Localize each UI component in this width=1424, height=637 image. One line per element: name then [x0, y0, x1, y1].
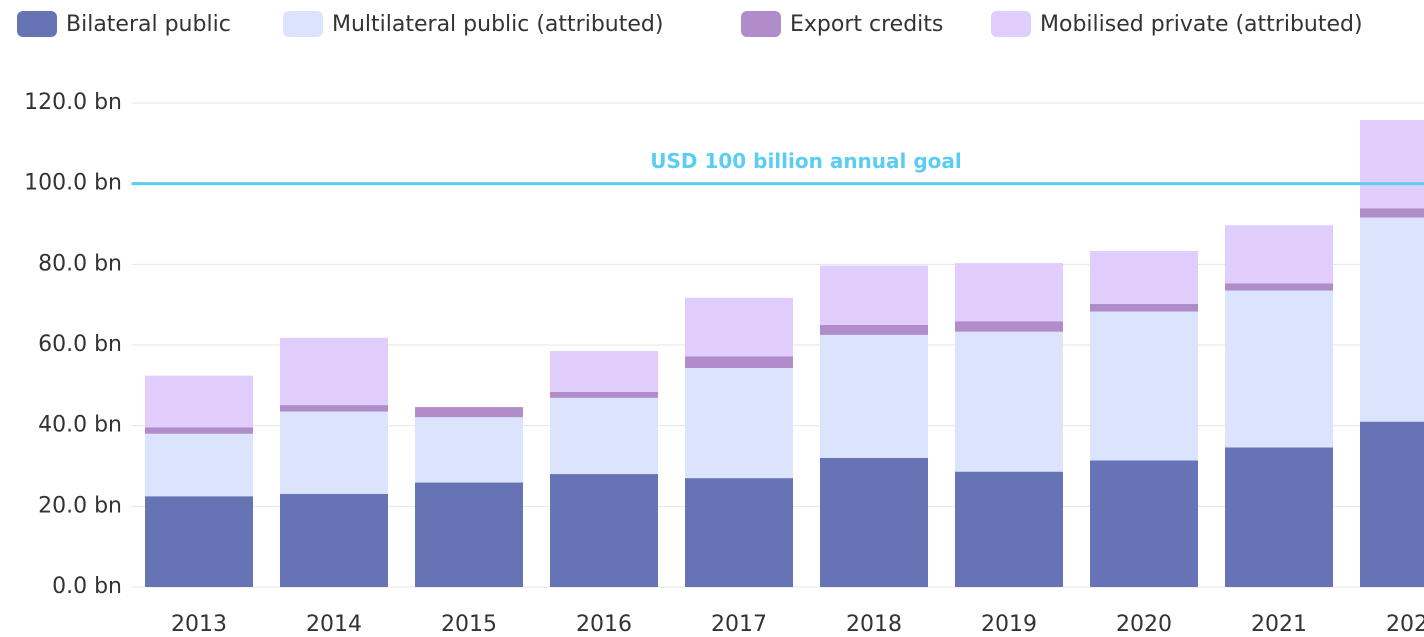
bar-segment [1360, 119, 1424, 209]
bar-segment [1225, 283, 1333, 291]
x-tick-label: 2022 [1386, 612, 1424, 637]
bar-segment [1225, 225, 1333, 284]
bar-segment [1090, 460, 1198, 587]
bar-segment [820, 457, 928, 587]
bar-segment [145, 375, 253, 428]
bar-segment [1225, 447, 1333, 587]
x-tick-label: 2016 [576, 612, 632, 637]
legend-label: Mobilised private (attributed) [1040, 12, 1363, 37]
x-tick-label: 2015 [441, 612, 497, 637]
legend-swatch [991, 11, 1031, 37]
bar-segment [415, 482, 523, 587]
x-tick-label: 2019 [981, 612, 1037, 637]
x-tick-label: 2013 [171, 612, 227, 637]
legend-label: Export credits [790, 12, 943, 37]
bar-segment [550, 391, 658, 398]
bar-segment [955, 471, 1063, 587]
bar-segment [415, 407, 523, 418]
bar-segment [280, 493, 388, 587]
legend-label: Multilateral public (attributed) [332, 12, 663, 37]
x-tick-label: 2017 [711, 612, 767, 637]
bar-segment [415, 417, 523, 483]
bar-segment [955, 331, 1063, 472]
bar-segment [280, 405, 388, 412]
bar-segment [1090, 303, 1198, 312]
bar-segment [820, 334, 928, 458]
bar-segment [1090, 251, 1198, 304]
bar-segment [955, 321, 1063, 332]
y-tick-label: 120.0 bn [24, 90, 122, 115]
bar-segment [1360, 208, 1424, 218]
bar-segment [550, 474, 658, 587]
legend-swatch [741, 11, 781, 37]
x-tick-label: 2014 [306, 612, 362, 637]
x-tick-label: 2018 [846, 612, 902, 637]
legend-swatch [283, 11, 323, 37]
x-tick-label: 2020 [1116, 612, 1172, 637]
bar-segment [1225, 290, 1333, 448]
bar-segment [1360, 217, 1424, 422]
bar-segment [280, 411, 388, 494]
legend-swatch [17, 11, 57, 37]
legend-label: Bilateral public [66, 12, 231, 37]
y-tick-label: 0.0 bn [52, 574, 122, 599]
goal-label: USD 100 billion annual goal [650, 149, 962, 173]
bar-segment [1360, 421, 1424, 587]
bar-segment [820, 265, 928, 325]
y-tick-label: 40.0 bn [38, 413, 122, 438]
bar-segment [685, 297, 793, 357]
bar-segment [145, 496, 253, 587]
bar-segment [820, 324, 928, 335]
x-tick-label: 2021 [1251, 612, 1307, 637]
y-tick-label: 100.0 bn [24, 171, 122, 196]
bar-segment [955, 263, 1063, 322]
bar-segment [685, 478, 793, 587]
bar-segment [280, 337, 388, 406]
bar-segment [550, 397, 658, 475]
y-tick-label: 20.0 bn [38, 493, 122, 518]
y-tick-label: 60.0 bn [38, 332, 122, 357]
bar-segment [685, 356, 793, 368]
bar-segment [145, 427, 253, 434]
bar-segment [685, 367, 793, 479]
bar-segment [550, 351, 658, 392]
y-tick-label: 80.0 bn [38, 251, 122, 276]
bar-segment [1090, 311, 1198, 461]
bar-segment [145, 433, 253, 497]
